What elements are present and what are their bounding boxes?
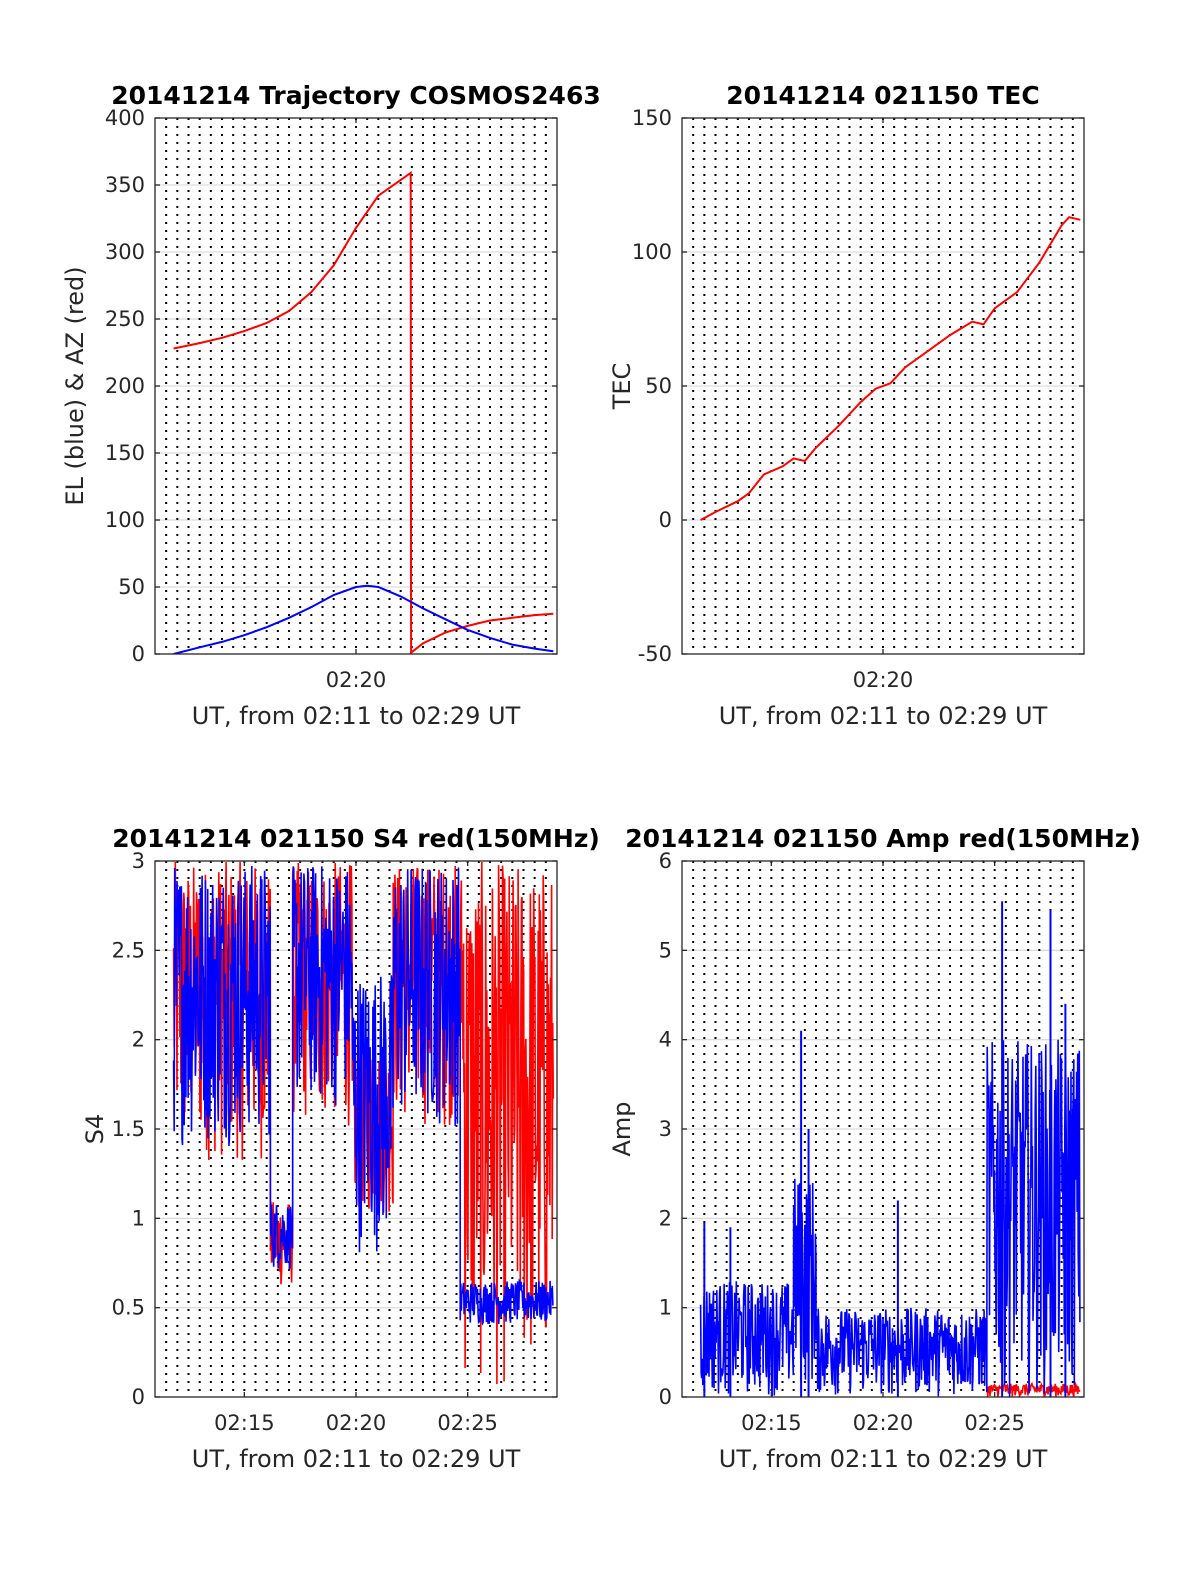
x-tick-label: 02:25 [964,1411,1025,1435]
y-tick-label: 400 [105,106,145,130]
y-tick-label: 2 [659,1206,672,1230]
x-tick-label: 02:25 [437,1411,498,1435]
series-line [172,861,555,1385]
chart-tec: -50 0 50 100 150 02:20 20141214 021150 TEC UT, … [608,81,1085,730]
y-tick-label: 0 [659,508,672,532]
x-tick-label: 02:20 [853,1411,914,1435]
chart-title: 20141214 Trajectory COSMOS2463 [111,81,601,110]
y-tick-label: 0 [132,642,145,666]
y-tick-label: 50 [118,575,145,599]
x-axis-label: UT, from 02:11 to 02:29 UT [719,702,1048,730]
y-tick-label: 250 [105,307,145,331]
y-tick-label: 2.5 [112,938,145,962]
x-tick-label: 02:20 [326,1411,387,1435]
y-tick-label: 1 [132,1206,145,1230]
chart-trajectory: 0 50 100 150 200 250 300 350 400 02:20 20141214 Tr… [61,81,601,730]
y-axis-label: EL (blue) & AZ (red) [61,266,89,505]
y-tick-label: 150 [105,441,145,465]
chart-amp: 0 1 2 3 4 5 6 02:15 02:20 02:25 20141214 021150 Am… [608,824,1141,1473]
y-tick-label: 100 [632,240,672,264]
y-axis-label: TEC [608,363,636,411]
chart-title: 20141214 021150 Amp red(150MHz) [625,824,1141,853]
y-tick-label: 0.5 [112,1296,145,1320]
series-line [172,865,554,1327]
y-axis-label: Amp [608,1101,636,1156]
y-tick-label: 3 [659,1117,672,1141]
x-axis-label: UT, from 02:11 to 02:29 UT [192,702,521,730]
y-tick-label: 3 [132,849,145,873]
y-tick-label: 100 [105,508,145,532]
y-tick-label: 5 [659,938,672,962]
chart-s4: 0 0.5 1 1.5 2 2.5 3 02:15 02:20 02:25 20141214 021… [81,824,600,1473]
y-tick-label: 6 [659,849,672,873]
series-line [173,170,554,654]
y-tick-label: 350 [105,173,145,197]
y-tick-label: 1.5 [112,1117,145,1141]
y-tick-label: 0 [132,1385,145,1409]
x-axis-label: UT, from 02:11 to 02:29 UT [192,1445,521,1473]
y-tick-label: 50 [645,374,672,398]
y-tick-label: 4 [659,1028,672,1052]
y-axis-label: S4 [81,1114,109,1145]
x-tick-label: 02:20 [326,668,387,692]
series-line [699,1039,1081,1397]
y-tick-label: 1 [659,1296,672,1320]
y-tick-label: 0 [659,1385,672,1409]
y-tick-label: 150 [632,106,672,130]
x-tick-label: 02:20 [853,668,914,692]
y-tick-label: -50 [638,642,672,666]
series-line [173,584,554,654]
x-tick-label: 02:15 [214,1411,275,1435]
series-line [700,216,1081,521]
x-tick-label: 02:15 [741,1411,802,1435]
chart-title: 20141214 021150 S4 red(150MHz) [112,824,600,853]
x-axis-label: UT, from 02:11 to 02:29 UT [719,1445,1048,1473]
y-tick-label: 2 [132,1028,145,1052]
y-tick-label: 300 [105,240,145,264]
y-tick-label: 200 [105,374,145,398]
chart-title: 20141214 021150 TEC [726,81,1039,110]
